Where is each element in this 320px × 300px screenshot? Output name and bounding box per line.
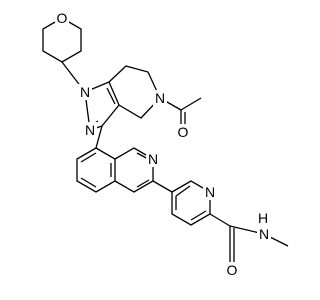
atom-label: N	[155, 90, 165, 106]
atom-label: O	[178, 124, 189, 140]
atom-label: N	[259, 226, 269, 242]
bonds	[42, 17, 289, 262]
atom-label: N	[148, 151, 158, 167]
atom-label: O	[227, 262, 238, 278]
atom-label: N	[80, 84, 90, 100]
atom-label: N	[205, 184, 215, 200]
atom-labels: O N N N O N N O H N	[55, 10, 271, 278]
molecule: O N N N O N N O H N	[42, 10, 289, 278]
atom-label: H	[258, 210, 268, 226]
atom-label: O	[57, 10, 68, 26]
atom-label: N	[85, 122, 95, 138]
